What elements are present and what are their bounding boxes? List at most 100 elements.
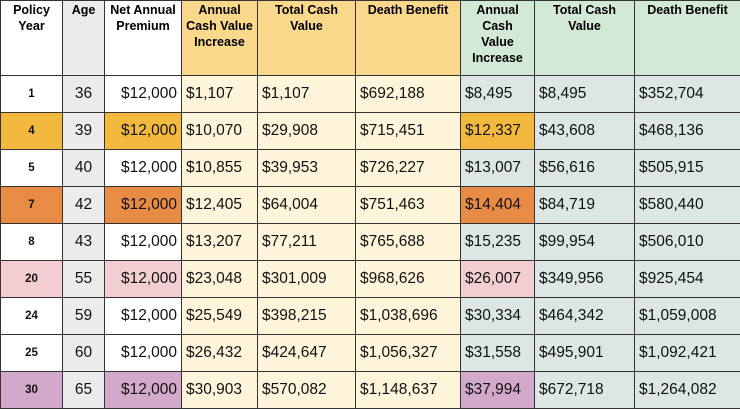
policy-year-cell: 8 xyxy=(1,224,63,261)
death-benefit-alt-cell: $505,915 xyxy=(635,150,740,187)
age-cell: 65 xyxy=(63,372,105,409)
death-benefit-cell: $715,451 xyxy=(356,113,461,150)
annual-cv-increase-alt-cell: $26,007 xyxy=(461,261,535,298)
net-premium-cell: $12,000 xyxy=(105,224,182,261)
death-benefit-cell: $968,626 xyxy=(356,261,461,298)
net-premium-cell: $12,000 xyxy=(105,150,182,187)
annual-cv-increase-alt-cell: $13,007 xyxy=(461,150,535,187)
death-benefit-cell: $1,056,327 xyxy=(356,335,461,372)
age-cell: 55 xyxy=(63,261,105,298)
total-cash-value-cell: $39,953 xyxy=(258,150,356,187)
total-cash-value-cell: $77,211 xyxy=(258,224,356,261)
total-cash-value-alt-cell: $495,901 xyxy=(535,335,635,372)
header-total-cash-value: Total Cash Value xyxy=(258,1,356,76)
annual-cv-increase-alt-cell: $30,334 xyxy=(461,298,535,335)
annual-cv-increase-alt-cell: $12,337 xyxy=(461,113,535,150)
net-premium-cell: $12,000 xyxy=(105,335,182,372)
annual-cv-increase-alt-cell: $8,495 xyxy=(461,76,535,113)
age-cell: 40 xyxy=(63,150,105,187)
total-cash-value-alt-cell: $56,616 xyxy=(535,150,635,187)
death-benefit-cell: $1,038,696 xyxy=(356,298,461,335)
total-cash-value-cell: $29,908 xyxy=(258,113,356,150)
net-premium-cell: $12,000 xyxy=(105,76,182,113)
death-benefit-cell: $1,148,637 xyxy=(356,372,461,409)
age-cell: 39 xyxy=(63,113,105,150)
header-net-annual-premium: Net Annual Premium xyxy=(105,1,182,76)
total-cash-value-cell: $424,647 xyxy=(258,335,356,372)
policy-year-cell: 7 xyxy=(1,187,63,224)
death-benefit-alt-cell: $468,136 xyxy=(635,113,740,150)
total-cash-value-cell: $1,107 xyxy=(258,76,356,113)
policy-year-cell: 30 xyxy=(1,372,63,409)
net-premium-cell: $12,000 xyxy=(105,372,182,409)
age-cell: 60 xyxy=(63,335,105,372)
age-cell: 36 xyxy=(63,76,105,113)
annual-cv-increase-alt-cell: $37,994 xyxy=(461,372,535,409)
total-cash-value-alt-cell: $43,608 xyxy=(535,113,635,150)
death-benefit-cell: $692,188 xyxy=(356,76,461,113)
death-benefit-cell: $726,227 xyxy=(356,150,461,187)
annual-cv-increase-cell: $26,432 xyxy=(182,335,258,372)
header-death-benefit: Death Benefit xyxy=(356,1,461,76)
annual-cv-increase-cell: $25,549 xyxy=(182,298,258,335)
death-benefit-alt-cell: $1,264,082 xyxy=(635,372,740,409)
death-benefit-alt-cell: $1,059,008 xyxy=(635,298,740,335)
death-benefit-alt-cell: $1,092,421 xyxy=(635,335,740,372)
header-annual-cash-value-increase: Annual Cash Value Increase xyxy=(182,1,258,76)
header-death-benefit-alt: Death Benefit xyxy=(635,1,740,76)
death-benefit-alt-cell: $506,010 xyxy=(635,224,740,261)
policy-year-cell: 4 xyxy=(1,113,63,150)
annual-cv-increase-alt-cell: $15,235 xyxy=(461,224,535,261)
header-age: Age xyxy=(63,1,105,76)
header-policy-year: Policy Year xyxy=(1,1,63,76)
annual-cv-increase-cell: $23,048 xyxy=(182,261,258,298)
total-cash-value-alt-cell: $349,956 xyxy=(535,261,635,298)
death-benefit-alt-cell: $580,440 xyxy=(635,187,740,224)
header-annual-cash-value-increase-alt: Annual Cash Value Increase xyxy=(461,1,535,76)
death-benefit-cell: $765,688 xyxy=(356,224,461,261)
death-benefit-cell: $751,463 xyxy=(356,187,461,224)
policy-year-cell: 20 xyxy=(1,261,63,298)
total-cash-value-alt-cell: $84,719 xyxy=(535,187,635,224)
net-premium-cell: $12,000 xyxy=(105,187,182,224)
header-total-cash-value-alt: Total Cash Value xyxy=(535,1,635,76)
policy-year-cell: 24 xyxy=(1,298,63,335)
net-premium-cell: $12,000 xyxy=(105,261,182,298)
total-cash-value-cell: $398,215 xyxy=(258,298,356,335)
age-cell: 59 xyxy=(63,298,105,335)
policy-year-cell: 1 xyxy=(1,76,63,113)
annual-cv-increase-cell: $1,107 xyxy=(182,76,258,113)
total-cash-value-cell: $301,009 xyxy=(258,261,356,298)
total-cash-value-cell: $570,082 xyxy=(258,372,356,409)
death-benefit-alt-cell: $925,454 xyxy=(635,261,740,298)
total-cash-value-alt-cell: $672,718 xyxy=(535,372,635,409)
annual-cv-increase-cell: $13,207 xyxy=(182,224,258,261)
policy-year-cell: 25 xyxy=(1,335,63,372)
total-cash-value-alt-cell: $8,495 xyxy=(535,76,635,113)
age-cell: 43 xyxy=(63,224,105,261)
net-premium-cell: $12,000 xyxy=(105,113,182,150)
total-cash-value-alt-cell: $99,954 xyxy=(535,224,635,261)
annual-cv-increase-alt-cell: $31,558 xyxy=(461,335,535,372)
age-cell: 42 xyxy=(63,187,105,224)
net-premium-cell: $12,000 xyxy=(105,298,182,335)
annual-cv-increase-cell: $10,855 xyxy=(182,150,258,187)
policy-year-cell: 5 xyxy=(1,150,63,187)
annual-cv-increase-alt-cell: $14,404 xyxy=(461,187,535,224)
death-benefit-alt-cell: $352,704 xyxy=(635,76,740,113)
total-cash-value-cell: $64,004 xyxy=(258,187,356,224)
annual-cv-increase-cell: $10,070 xyxy=(182,113,258,150)
annual-cv-increase-cell: $12,405 xyxy=(182,187,258,224)
total-cash-value-alt-cell: $464,342 xyxy=(535,298,635,335)
